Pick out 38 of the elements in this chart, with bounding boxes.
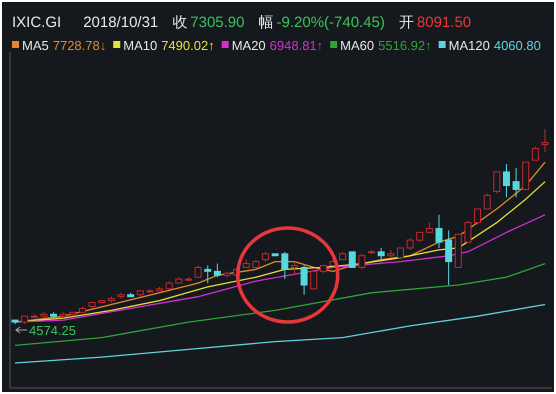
candlestick: [204, 265, 212, 284]
low-note: 4574.25: [15, 323, 76, 338]
candlestick: [262, 251, 270, 262]
candlestick: [542, 128, 548, 153]
candlestick: [378, 247, 385, 262]
legend-label: MA5: [22, 38, 49, 53]
candlestick: [300, 265, 308, 296]
annotation: 4574.25: [29, 323, 76, 338]
candlestick: [310, 270, 318, 290]
candlestick: [445, 230, 452, 286]
candlestick: [484, 192, 491, 210]
text: 7490.02↑: [161, 38, 215, 53]
candlestick: [348, 251, 356, 268]
candlestick: [512, 168, 520, 198]
candlestick: [474, 208, 482, 226]
candlestick: [214, 263, 221, 278]
candlestick: [464, 220, 472, 243]
text: 6948.81↑: [270, 38, 324, 53]
candlestick: [396, 247, 404, 258]
candlestick: [426, 222, 433, 233]
candlestick: [281, 251, 288, 280]
text: 4060.80: [494, 38, 541, 53]
candlestick: [502, 164, 510, 198]
candlestick: [194, 265, 202, 278]
candlestick: [532, 146, 539, 161]
candlestick: [436, 214, 442, 248]
legend-label: MA20: [232, 38, 266, 53]
legend-label: MA60: [340, 38, 374, 53]
legend-label: MA120: [448, 38, 490, 53]
legend-label: MA10: [123, 38, 158, 53]
candlestick: [416, 232, 424, 243]
header: IXIC.GI 2018/10/31 收 7305.90 幅 -9.20%(-740.45) 开 8091.50: [12, 14, 472, 31]
candlestick: [290, 261, 298, 276]
candlestick: [358, 253, 366, 270]
text: 7728.78↓: [52, 38, 106, 53]
candlestick: [406, 238, 414, 250]
candlestick: [493, 171, 500, 194]
text: 5516.92↑: [378, 38, 432, 53]
